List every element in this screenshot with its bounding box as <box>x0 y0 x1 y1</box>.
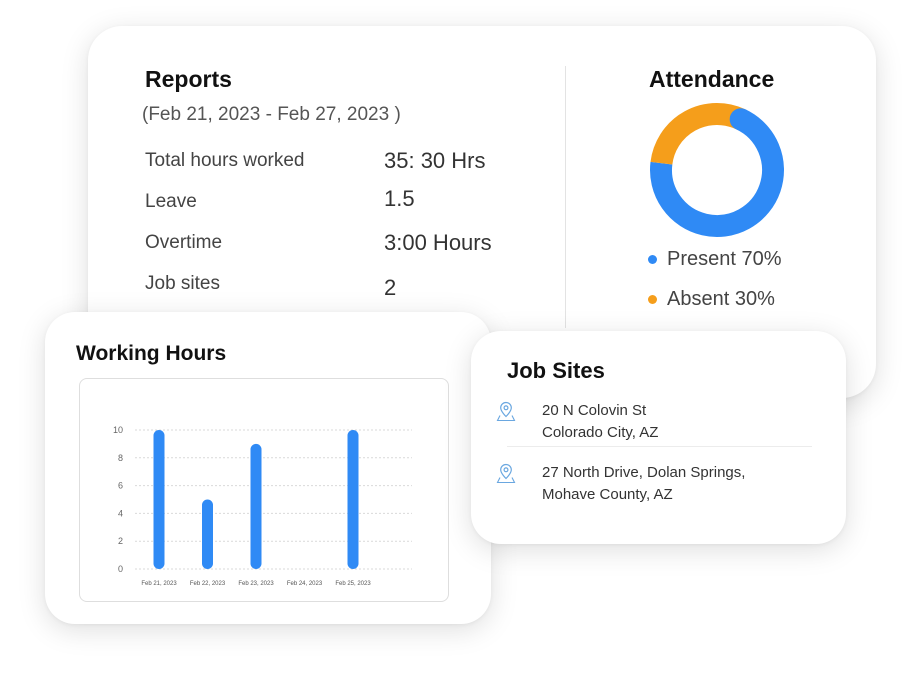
reports-date-range: (Feb 21, 2023 - Feb 27, 2023 ) <box>142 104 401 125</box>
legend-absent: Absent 30% <box>648 288 775 311</box>
stat-label-overtime: Overtime <box>145 232 223 253</box>
chart-y-tick-label: 2 <box>118 536 123 546</box>
stat-label-job-sites: Job sites <box>145 273 220 294</box>
chart-x-tick-label: Feb 24, 2023 <box>287 581 323 587</box>
working-hours-card: Working Hours 10 8 6 4 2 0 Feb 21, 2023 Feb 22,… <box>45 312 491 624</box>
donut-present-segment <box>650 109 784 237</box>
job-site-item[interactable]: 27 North Drive, Dolan Springs, Mohave Co… <box>496 462 745 506</box>
working-hours-chart-frame: 10 8 6 4 2 0 Feb 21, 2023 Feb 22, 2023 Feb 23, 2… <box>79 378 449 602</box>
chart-x-tick-label: Feb 25, 2023 <box>335 581 371 587</box>
chart-y-tick-label: 10 <box>113 425 123 435</box>
stat-value-job-sites: 2 <box>384 275 397 300</box>
stat-value-leave: 1.5 <box>384 186 415 211</box>
job-site-line2: Mohave County, AZ <box>542 486 673 503</box>
absent-dot-icon <box>648 295 657 304</box>
job-sites-card: Job Sites 20 N Colovin St Colorado City,… <box>471 331 846 544</box>
donut-present-cap <box>729 108 752 131</box>
present-dot-icon <box>648 255 657 264</box>
chart-y-tick-label: 8 <box>118 453 123 463</box>
job-sites-divider <box>507 446 812 447</box>
attendance-title: Attendance <box>649 66 775 92</box>
chart-y-tick-label: 4 <box>118 508 123 518</box>
chart-y-tick-label: 6 <box>118 481 123 491</box>
stat-label-leave: Leave <box>145 191 197 212</box>
job-site-address: 27 North Drive, Dolan Springs, Mohave Co… <box>542 462 745 506</box>
chart-bar[interactable] <box>250 443 262 569</box>
reports-title: Reports <box>145 66 232 92</box>
chart-x-tick-label: Feb 22, 2023 <box>190 581 226 587</box>
reports-divider <box>565 66 566 328</box>
legend-present: Present 70% <box>648 248 782 271</box>
stat-label-total-hours: Total hours worked <box>145 150 305 171</box>
job-sites-title: Job Sites <box>507 358 605 383</box>
working-hours-title: Working Hours <box>76 342 227 365</box>
chart-bar[interactable] <box>153 430 165 569</box>
job-site-address: 20 N Colovin St Colorado City, AZ <box>542 400 658 444</box>
chart-x-tick-label: Feb 21, 2023 <box>141 581 177 587</box>
legend-absent-label: Absent 30% <box>667 288 775 310</box>
chart-bar[interactable] <box>347 430 359 569</box>
job-site-line1: 27 North Drive, Dolan Springs, <box>542 464 746 481</box>
donut-absent-segment <box>650 103 746 166</box>
stat-value-total-hours: 35: 30 Hrs <box>384 148 486 173</box>
chart-y-tick-label: 0 <box>118 564 123 574</box>
chart-bar[interactable] <box>202 499 213 570</box>
map-pin-icon <box>496 401 516 422</box>
legend-present-label: Present 70% <box>667 248 782 270</box>
stat-value-overtime: 3:00 Hours <box>384 230 492 255</box>
chart-x-tick-label: Feb 23, 2023 <box>238 581 274 587</box>
job-site-line2: Colorado City, AZ <box>542 424 659 441</box>
working-hours-bar-chart: 10 8 6 4 2 0 Feb 21, 2023 Feb 22, 2023 Feb 23, 2… <box>113 425 412 587</box>
map-pin-icon <box>496 463 516 484</box>
job-site-line1: 20 N Colovin St <box>542 402 647 419</box>
job-site-item[interactable]: 20 N Colovin St Colorado City, AZ <box>496 400 658 444</box>
attendance-donut-chart <box>650 103 784 237</box>
